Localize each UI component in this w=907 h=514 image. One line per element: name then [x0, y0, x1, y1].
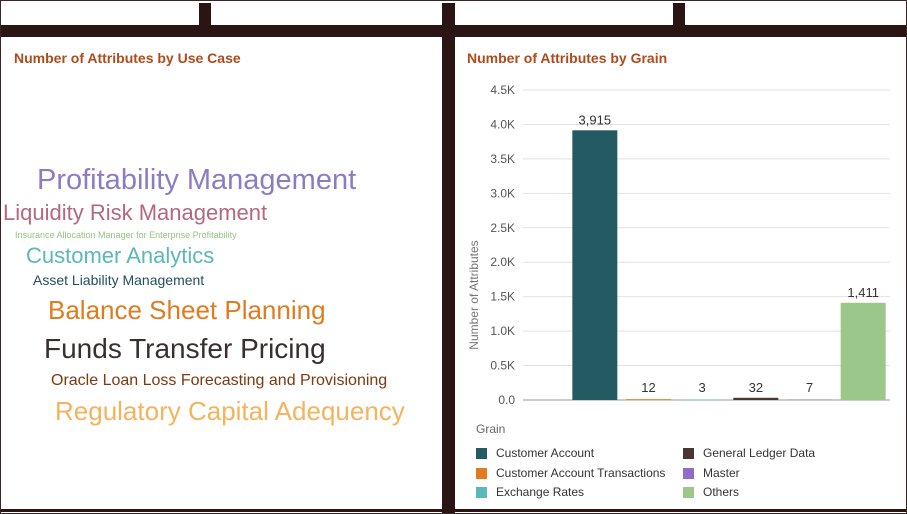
word-insurance-allocation-manager[interactable]: Insurance Allocation Manager for Enterpr… — [15, 230, 237, 240]
footer-bar — [1, 509, 906, 512]
word-oracle-loan-loss-forecasting[interactable]: Oracle Loan Loss Forecasting and Provisi… — [51, 372, 388, 389]
word-balance-sheet-planning[interactable]: Balance Sheet Planning — [48, 295, 326, 325]
panel-tab-handle — [199, 3, 211, 27]
bar-data-label: 32 — [749, 380, 763, 395]
legend-label: Customer Account — [496, 446, 595, 460]
word-regulatory-capital-adequency[interactable]: Regulatory Capital Adequency — [55, 396, 405, 426]
y-tick-label: 2.5K — [490, 221, 515, 235]
legend-swatch — [683, 447, 694, 459]
bar-data-label: 3 — [699, 380, 706, 395]
word-customer-analytics[interactable]: Customer Analytics — [26, 243, 215, 268]
bar-data-label: 12 — [641, 380, 655, 395]
y-tick-label: 0.0 — [498, 393, 515, 407]
legend-item-others[interactable]: Others — [683, 484, 739, 500]
legend-swatch — [683, 467, 694, 479]
panel-tab-handle — [673, 3, 685, 27]
bar-data-label: 7 — [806, 380, 813, 395]
legend-label: General Ledger Data — [703, 446, 816, 460]
legend-label: Customer Account Transactions — [496, 466, 666, 480]
legend-item-general-ledger-data[interactable]: General Ledger Data — [683, 445, 815, 461]
bar-data-label: 3,915 — [579, 112, 612, 127]
bar-others[interactable] — [840, 302, 886, 400]
legend-title: Grain — [476, 422, 506, 436]
legend-item-master[interactable]: Master — [683, 465, 740, 481]
y-tick-label: 4.5K — [490, 83, 515, 97]
legend-label: Master — [703, 466, 740, 480]
y-tick-label: 4.0K — [490, 117, 515, 131]
bar-data-label: 1,411 — [847, 285, 879, 300]
y-tick-label: 2.0K — [490, 255, 515, 269]
legend-swatch — [476, 486, 487, 498]
legend-item-customer-account[interactable]: Customer Account — [476, 445, 594, 461]
grain-bar-chart: 0.0 0.5K 1.0K 1.5K 2.0K 2.5K 3.0K 3.5K 4.0K 4.5K N… — [467, 83, 890, 407]
legend-swatch — [476, 447, 487, 459]
y-axis-title: Number of Attributes — [467, 240, 481, 349]
legend-label: Others — [703, 485, 740, 499]
word-funds-transfer-pricing[interactable]: Funds Transfer Pricing — [44, 333, 326, 364]
word-profitability-management[interactable]: Profitability Management — [37, 164, 357, 196]
bar-customer-account[interactable] — [572, 130, 618, 401]
bar-exchange-rates[interactable] — [679, 399, 725, 401]
panel-divider[interactable] — [442, 3, 455, 513]
legend-swatch — [683, 486, 694, 498]
y-tick-label: 1.0K — [490, 324, 515, 338]
legend-item-exchange-rates[interactable]: Exchange Rates — [476, 484, 584, 500]
bar-master[interactable] — [787, 399, 832, 401]
legend-item-customer-account-transactions[interactable]: Customer Account Transactions — [476, 465, 665, 481]
y-tick-label: 1.5K — [490, 290, 515, 304]
word-liquidity-risk-management[interactable]: Liquidity Risk Management — [3, 200, 268, 225]
word-asset-liability-management[interactable]: Asset Liability Management — [33, 272, 205, 288]
grain-panel-title: Number of Attributes by Grain — [467, 50, 668, 66]
y-tick-label: 3.5K — [490, 152, 515, 166]
y-tick-label: 3.0K — [490, 186, 515, 200]
legend-label: Exchange Rates — [496, 485, 585, 499]
bar-general-ledger-data[interactable] — [733, 397, 779, 400]
bar-customer-account-transactions[interactable] — [626, 399, 671, 400]
use-case-panel-title: Number of Attributes by Use Case — [14, 50, 241, 66]
y-tick-label: 0.5K — [490, 359, 515, 373]
legend-swatch — [476, 467, 487, 479]
